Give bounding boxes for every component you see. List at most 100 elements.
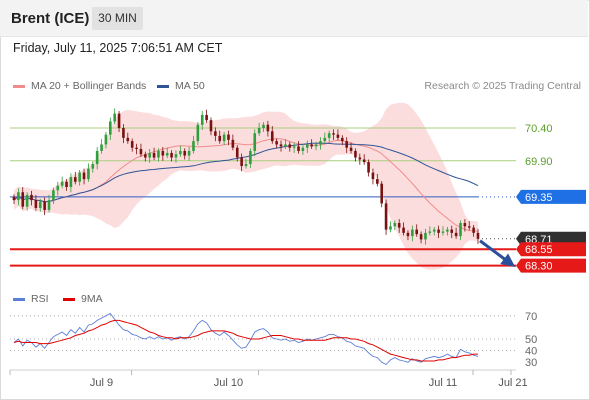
candle-body (25, 194, 29, 207)
target-1-label: 68.30 (525, 261, 553, 273)
candle-body (249, 150, 252, 165)
candle-body (319, 141, 322, 145)
candle-body (244, 164, 248, 167)
target-1-tag (516, 258, 586, 273)
candle-body (82, 172, 86, 180)
candle-body (21, 192, 25, 207)
support-tag (516, 189, 586, 204)
candle-body (95, 150, 99, 165)
candle-body (349, 147, 353, 151)
candle-body (262, 124, 265, 129)
candle-body (170, 152, 173, 158)
candle-body (100, 144, 103, 151)
candles (12, 108, 480, 245)
candle-body (117, 113, 121, 129)
x-tick-3: Jul 21 (498, 377, 527, 389)
level-label-1: 69.90 (525, 156, 553, 168)
candle-body (87, 168, 90, 180)
forecast-arrow (479, 239, 509, 263)
candle-body (411, 229, 414, 237)
candle-body (135, 147, 138, 149)
candle-body (205, 114, 208, 121)
candle-body (380, 183, 383, 204)
candle-body (38, 201, 42, 208)
legend-swatch-ma50 (157, 85, 169, 88)
candle-body (34, 200, 38, 208)
candle-body (463, 223, 467, 227)
candle-body (56, 185, 60, 191)
candle-body (432, 229, 436, 232)
candle-body (73, 177, 77, 182)
instrument-title: Brent (ICE) (11, 10, 90, 27)
candle-body (218, 135, 222, 142)
candle-body (314, 144, 318, 147)
candle-body (222, 134, 226, 142)
candle-body (393, 223, 397, 227)
candle-body (209, 120, 213, 132)
candle-body (415, 229, 419, 235)
candle-body (148, 152, 151, 158)
support-label: 69.35 (525, 192, 553, 204)
candle-body (130, 141, 134, 148)
rsi-tick-40: 40 (525, 346, 537, 358)
candle-body (30, 194, 33, 201)
candle-body (472, 227, 475, 233)
level-label-0: 70.40 (525, 123, 553, 135)
x-tick-0: Jul 9 (90, 377, 113, 389)
candle-body (253, 133, 257, 151)
chart-header: Brent (ICE) 30 MIN (0, 0, 588, 37)
candle-body (214, 131, 217, 136)
candle-body (179, 150, 182, 155)
candle-body (161, 150, 165, 156)
candle-body (354, 150, 357, 158)
legend-ma20-bollinger: MA 20 + Bollinger Bands (31, 80, 147, 92)
candle-body (441, 231, 445, 233)
candle-body (446, 229, 449, 232)
candle-body (240, 157, 243, 167)
candle-body (17, 192, 20, 201)
rsi-tick-70: 70 (525, 311, 537, 323)
candle-body (371, 172, 375, 180)
rsi-line (13, 312, 479, 366)
candle-body (397, 223, 401, 228)
candle-body (327, 133, 331, 138)
candle-body (336, 134, 340, 138)
candle-body (122, 128, 125, 138)
candle-body (305, 144, 309, 148)
candle-body (152, 152, 156, 158)
candle-body (144, 154, 147, 158)
candle-body (467, 226, 471, 228)
candle-body (60, 181, 64, 186)
candle-body (126, 137, 130, 142)
candle-body (358, 157, 362, 160)
target-0-label: 68.55 (525, 244, 553, 256)
x-tick-2: Jul 11 (429, 377, 458, 389)
candle-body (476, 232, 480, 239)
rsi-tick-50: 50 (525, 334, 537, 346)
candle-body (301, 147, 305, 151)
candle-body (270, 131, 274, 142)
rsi-9ma-line (13, 319, 478, 362)
candle-body (454, 232, 458, 237)
candle-body (109, 121, 112, 135)
forecast-arrowhead (500, 253, 516, 267)
candle-body (196, 124, 200, 142)
candle-body (192, 141, 195, 151)
candle-body (183, 150, 187, 156)
candle-body (139, 149, 143, 155)
target-0-tag (516, 242, 586, 257)
timeframe-button[interactable]: 30 MIN (92, 7, 143, 30)
candle-body (424, 232, 427, 240)
candle-body (47, 200, 51, 210)
candle-body (376, 179, 379, 184)
candle-body (402, 227, 405, 233)
candle-body (78, 172, 81, 182)
legend-swatch-rsi (13, 298, 25, 301)
candle-body (187, 150, 191, 156)
legend-ma50: MA 50 (175, 80, 205, 92)
candle-body (257, 128, 261, 134)
candle-body (200, 114, 204, 125)
rsi-tick-30: 30 (525, 357, 537, 369)
candle-body (113, 113, 116, 122)
